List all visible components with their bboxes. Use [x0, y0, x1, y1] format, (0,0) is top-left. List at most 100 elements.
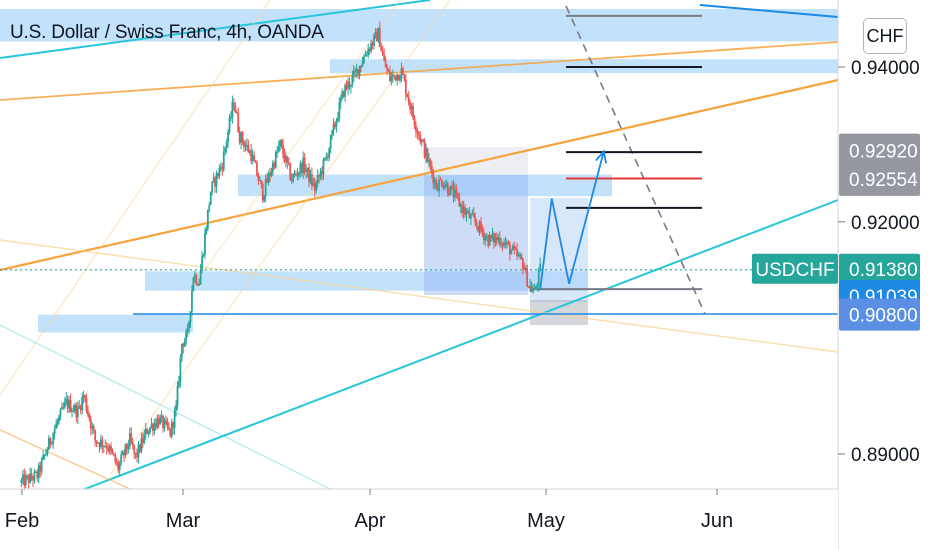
time-label-mar: Mar [166, 510, 201, 532]
candle-body [526, 268, 528, 286]
candle-body [81, 397, 83, 410]
candle-body [206, 229, 208, 234]
candle-body [101, 439, 103, 446]
candle-body [94, 430, 96, 440]
candle-body [535, 287, 537, 288]
candle-body [399, 78, 401, 80]
candle-body [281, 140, 283, 145]
candle-body [175, 405, 177, 411]
candle-body [44, 455, 46, 456]
candle-body [51, 443, 53, 444]
candle-body [52, 434, 54, 444]
candle-body [204, 233, 206, 254]
candle-body [278, 147, 280, 152]
candle-body [536, 285, 538, 287]
candle-body [275, 152, 277, 168]
trendline-layer [0, 0, 838, 489]
candle-body [416, 131, 418, 132]
candle-body [403, 75, 405, 80]
candle-body [227, 132, 229, 142]
candle-body [260, 180, 262, 184]
candle-body [379, 28, 381, 47]
candle-body [132, 442, 134, 445]
candle-body [431, 166, 433, 173]
candle-body [110, 446, 112, 450]
candle-body [191, 291, 193, 311]
candle-body [315, 183, 317, 191]
candle-body [179, 357, 181, 381]
candle-body [331, 131, 333, 135]
candle-body [440, 180, 442, 181]
candle-body [77, 407, 79, 417]
candle-body [282, 145, 284, 155]
range-box-blue [424, 175, 528, 295]
candle-body [49, 438, 51, 444]
candle-body [255, 161, 257, 163]
candle-body [388, 70, 390, 72]
candle-body [508, 242, 510, 244]
candle-body [253, 155, 255, 161]
candle-body [276, 152, 278, 153]
candle-body [113, 454, 115, 456]
candle-body [328, 148, 330, 157]
candle-body [135, 453, 137, 455]
candle-body [242, 133, 244, 143]
candle-body [538, 269, 540, 285]
candle-body [45, 453, 47, 454]
candle-body [324, 158, 326, 160]
candle-body [444, 186, 446, 187]
candle-body [87, 410, 89, 414]
candle-body [55, 424, 57, 429]
candle-body [427, 149, 429, 162]
candle-body [185, 332, 187, 341]
candle-body [133, 445, 135, 453]
candle-body [31, 473, 33, 478]
candle-body [480, 221, 482, 229]
time-label-apr: Apr [354, 510, 385, 532]
candle-body [263, 196, 265, 201]
candle-body [382, 51, 384, 55]
time-label-feb: Feb [5, 510, 39, 532]
candle-body [193, 278, 195, 291]
time-label-may: May [527, 510, 565, 532]
candle-body [208, 205, 210, 210]
candle-body [532, 290, 534, 292]
candle-body [380, 47, 382, 51]
candle-body [237, 113, 239, 132]
candle-body [149, 427, 151, 432]
candle-body [177, 386, 179, 405]
candle-body [292, 174, 294, 181]
candle-body [184, 341, 186, 347]
candle-body [148, 432, 150, 434]
candle-body [476, 222, 478, 226]
currency-button[interactable]: CHF [863, 18, 907, 54]
trendline-teal-faint [0, 325, 330, 489]
price-tag-label: 0.92920 [849, 142, 918, 163]
candle-body [435, 180, 437, 188]
trendline-orange-main [0, 80, 838, 270]
candle-body [466, 212, 468, 215]
candle-body [234, 106, 236, 113]
candle-body [323, 159, 325, 174]
candle-body [405, 80, 407, 94]
candle-body [119, 463, 121, 470]
candle-body [534, 288, 536, 290]
candle-body [482, 230, 484, 233]
candle-body [70, 400, 72, 412]
symbol-title[interactable]: U.S. Dollar / Swiss Franc, 4h, OANDA [10, 22, 324, 44]
zone-5 [38, 315, 193, 333]
price-label: 0.92000 [851, 213, 920, 234]
candle-body [236, 112, 238, 113]
candle-body [359, 66, 361, 76]
candle-body [164, 420, 166, 428]
candle-body [499, 238, 501, 245]
candle-body [88, 415, 90, 420]
candle-body [34, 472, 36, 481]
price-label: 0.94000 [851, 58, 920, 79]
candle-body [165, 420, 167, 421]
candle-body [187, 329, 189, 332]
candle-body [21, 480, 23, 483]
candle-body [350, 85, 352, 87]
